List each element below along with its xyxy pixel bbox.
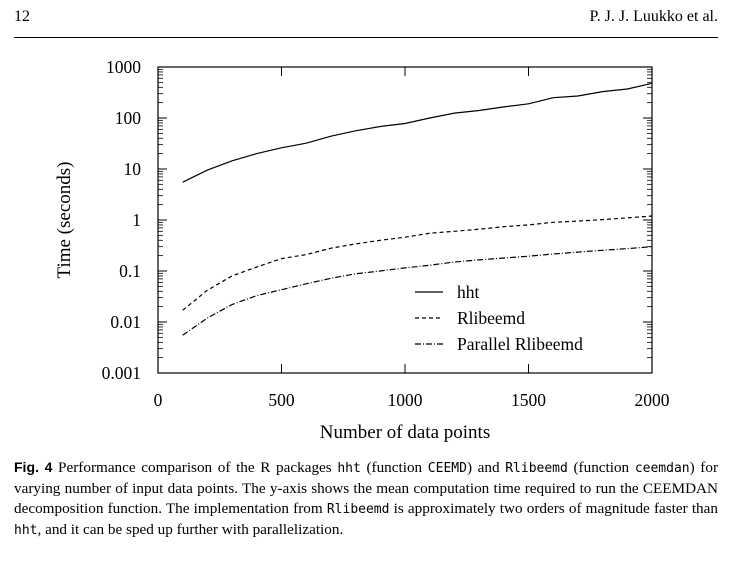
y-tick-label: 100 (115, 108, 142, 128)
x-tick-label: 0 (154, 390, 163, 410)
y-tick-label: 0.001 (102, 363, 141, 383)
series-line-parallel-rlibeemd (182, 246, 653, 336)
y-tick-label: 0.01 (110, 312, 141, 332)
plot-frame (157, 66, 653, 374)
running-head-authors: P. J. J. Luukko et al. (589, 8, 718, 25)
caption-text: (function (360, 459, 428, 476)
x-axis-label: Number of data points (320, 422, 490, 443)
y-tick-label: 10 (124, 159, 142, 179)
caption-label: Fig. 4 (14, 459, 53, 475)
series-line-hht (182, 82, 653, 183)
legend-label-parallel-rlibeemd: Parallel Rlibeemd (457, 334, 583, 354)
legend-label-rlibeemd: Rlibeemd (457, 308, 525, 328)
x-axis-ticks: 0 500 1000 1500 2000 (154, 67, 670, 410)
x-tick-label: 1500 (511, 390, 546, 410)
caption-text: ) and (466, 459, 506, 476)
figure-caption: Fig. 4 Performance comparison of the R p… (14, 457, 718, 541)
y-tick-label: 1 (132, 210, 141, 230)
y-tick-label: 0.1 (119, 261, 141, 281)
series-line-rlibeemd (182, 215, 653, 311)
x-tick-label: 2000 (635, 390, 670, 410)
x-tick-label: 1000 (388, 390, 423, 410)
caption-text: is approximately two orders of magnitude… (389, 500, 718, 517)
caption-text: ) for varying number of input data point… (14, 459, 719, 517)
y-tick-label: 1000 (106, 57, 141, 77)
caption-code-rlibeemd: Rlibeemd (326, 502, 390, 517)
caption-text: (function (567, 459, 635, 476)
caption-text: Performance comparison of the R packages (52, 459, 338, 476)
y-axis-label: Time (seconds) (54, 162, 75, 279)
legend: hht Rlibeemd Parallel Rlibeemd (415, 282, 583, 354)
caption-text: , and it can be sped up further with par… (37, 521, 344, 538)
caption-code-ceemd: CEEMD (427, 461, 467, 476)
series-lines (182, 82, 653, 336)
page-number: 12 (14, 8, 30, 25)
caption-code-rlibeemd: Rlibeemd (505, 461, 568, 476)
caption-code-hht: hht (14, 523, 38, 538)
page-header: 12 P. J. J. Luukko et al. (14, 8, 718, 32)
y-axis-ticks: 0.001 0.01 0.1 1 10 100 1000 (102, 57, 652, 383)
x-tick-label: 500 (268, 390, 295, 410)
caption-code-hht: hht (337, 461, 361, 476)
legend-label-hht: hht (457, 282, 480, 302)
header-rule (14, 37, 718, 38)
caption-code-ceemdan: ceemdan (634, 461, 690, 476)
